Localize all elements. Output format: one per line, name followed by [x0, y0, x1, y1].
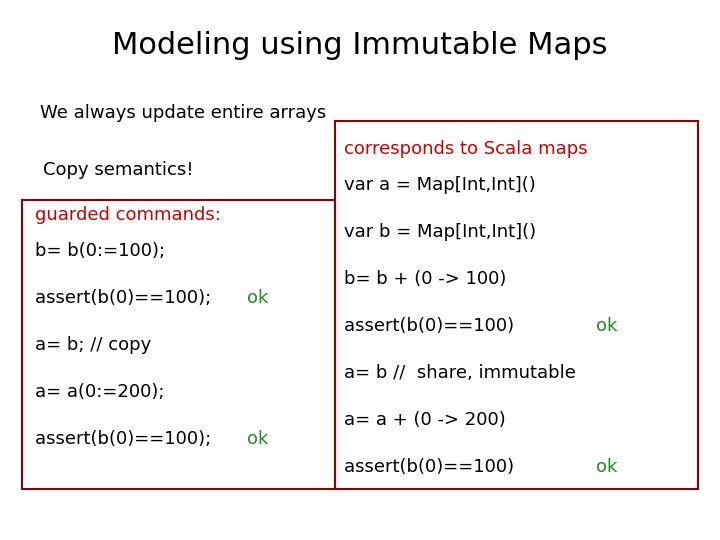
Text: ok: ok — [247, 289, 269, 307]
Text: a= a + (0 -> 200): a= a + (0 -> 200) — [344, 410, 506, 429]
Text: Copy semantics!: Copy semantics! — [43, 161, 194, 179]
Text: guarded commands:: guarded commands: — [35, 206, 220, 224]
Text: ok: ok — [596, 316, 618, 335]
Text: assert(b(0)==100): assert(b(0)==100) — [344, 457, 537, 476]
Text: a= b //  share, immutable: a= b // share, immutable — [344, 363, 576, 382]
Text: assert(b(0)==100): assert(b(0)==100) — [344, 316, 537, 335]
Text: assert(b(0)==100);: assert(b(0)==100); — [35, 430, 217, 448]
Text: ok: ok — [596, 457, 618, 476]
Text: We always update entire arrays: We always update entire arrays — [40, 104, 326, 123]
Text: Modeling using Immutable Maps: Modeling using Immutable Maps — [112, 31, 608, 60]
Text: assert(b(0)==100);: assert(b(0)==100); — [35, 289, 217, 307]
Text: a= a(0:=200);: a= a(0:=200); — [35, 383, 164, 401]
Text: a= b; // copy: a= b; // copy — [35, 336, 150, 354]
Bar — [335, 122, 698, 489]
Text: var a = Map[Int,Int](): var a = Map[Int,Int]() — [344, 176, 536, 194]
Text: ok: ok — [247, 430, 269, 448]
Bar — [22, 200, 335, 489]
Text: b= b(0:=100);: b= b(0:=100); — [35, 242, 165, 260]
Text: b= b + (0 -> 100): b= b + (0 -> 100) — [344, 269, 507, 288]
Text: var b = Map[Int,Int](): var b = Map[Int,Int]() — [344, 222, 536, 241]
Text: corresponds to Scala maps: corresponds to Scala maps — [344, 139, 588, 158]
